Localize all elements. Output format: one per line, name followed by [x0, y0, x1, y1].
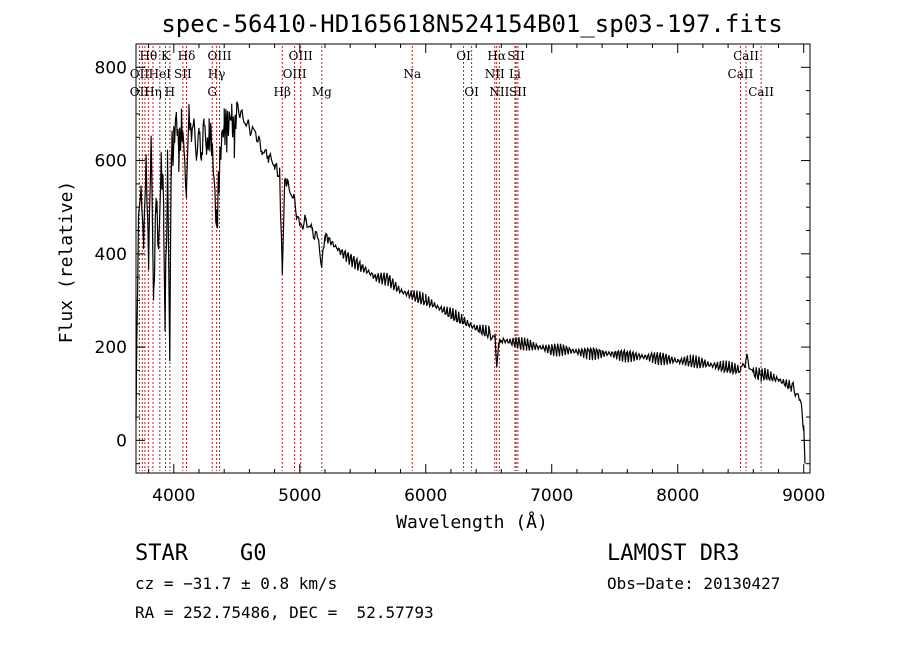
line-label: H: [165, 85, 175, 99]
y-tick-label: 600: [95, 152, 127, 172]
line-label: Hβ: [274, 85, 291, 99]
line-label: Mg: [312, 85, 332, 99]
chart-title: spec-56410-HD165618N524154B01_sp03-197.f…: [161, 10, 782, 38]
line-label: HeI: [149, 67, 172, 81]
spectrum-line: [135, 101, 806, 464]
y-tick-label: 0: [116, 431, 127, 451]
line-label: OI: [456, 49, 471, 63]
plot-frame: [135, 43, 811, 474]
y-tick-label: 800: [95, 58, 127, 78]
line-label: OIII: [289, 49, 313, 63]
x-axis-label: Wavelength (Å): [396, 511, 548, 533]
line-label: Hδ: [178, 49, 196, 63]
x-tick-label: 5000: [278, 486, 321, 506]
line-label: G: [207, 85, 217, 99]
line-label: OII: [130, 67, 150, 81]
x-tick-label: 4000: [152, 486, 195, 506]
line-label: NII: [485, 67, 505, 81]
line-label: Li: [509, 67, 521, 81]
y-axis-ticks: 0 200 400 600 800: [95, 43, 810, 465]
x-tick-label: 8000: [656, 486, 699, 506]
line-label: OIII: [283, 67, 307, 81]
line-label: Hθ: [139, 49, 157, 63]
line-label: CaII: [728, 67, 754, 81]
x-tick-label: 9000: [782, 486, 825, 506]
line-label: Hα: [487, 49, 506, 63]
line-label: Hγ: [208, 67, 226, 81]
observation-date: Obs−Date: 20130427: [607, 574, 781, 593]
line-label: OIII: [207, 49, 231, 63]
y-tick-label: 200: [95, 338, 127, 358]
line-label: SII: [507, 49, 525, 63]
redshift-velocity: cz = −31.7 ± 0.8 km/s: [135, 574, 338, 593]
line-label: SII: [174, 67, 192, 81]
x-axis-ticks: 4000 5000 6000 7000 8000 9000: [148, 44, 825, 506]
object-class: STAR: [135, 541, 188, 566]
x-tick-label: 7000: [530, 486, 573, 506]
line-label: NII: [489, 85, 509, 99]
line-label: Hη: [144, 85, 162, 99]
line-label: Na: [403, 67, 421, 81]
line-label: OI: [464, 85, 479, 99]
line-label: OII: [130, 85, 150, 99]
line-label: CaII: [748, 85, 774, 99]
survey-name: LAMOST DR3: [607, 541, 740, 566]
x-tick-label: 6000: [404, 486, 447, 506]
y-tick-label: 400: [95, 245, 127, 265]
y-axis-label: Flux (relative): [56, 181, 77, 344]
line-label: K: [161, 49, 171, 63]
sky-coordinates: RA = 252.75486, DEC = 52.57793: [135, 603, 434, 622]
line-label: CaII: [733, 49, 759, 63]
line-marker-group: [138, 46, 762, 471]
object-subclass: G0: [240, 541, 267, 566]
line-label: SII: [509, 85, 527, 99]
